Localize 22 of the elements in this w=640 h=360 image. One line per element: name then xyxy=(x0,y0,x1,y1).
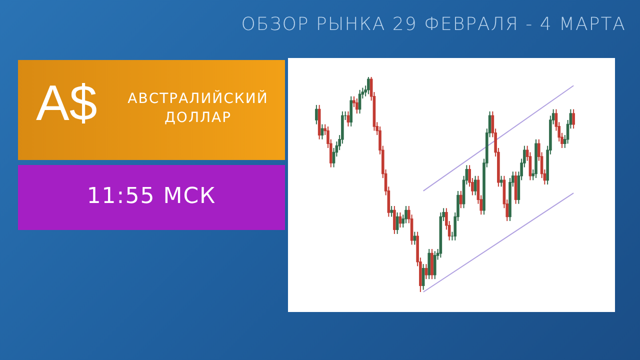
candlestick xyxy=(355,98,358,114)
candlestick xyxy=(350,96,353,127)
candlestick xyxy=(422,264,425,290)
candlestick xyxy=(433,250,436,280)
text: АВСТРАЛИЙСКИЙ ДОЛЛАР xyxy=(126,90,270,128)
candlestick xyxy=(500,175,503,188)
candlestick xyxy=(428,248,431,280)
text: 11:55 МСК xyxy=(86,184,218,209)
candlestick xyxy=(572,108,575,130)
candlestick xyxy=(367,76,370,95)
candlestick xyxy=(404,206,408,224)
candlestick xyxy=(459,190,462,209)
candlestick xyxy=(430,248,434,280)
candlestick xyxy=(393,206,396,234)
candlestick xyxy=(390,206,393,218)
candlestick xyxy=(315,104,318,125)
candlestick xyxy=(320,124,324,140)
candlestick xyxy=(514,171,518,204)
candlestick xyxy=(413,231,416,246)
text: A$ xyxy=(36,74,98,132)
chart-title: ОБЗОР РЫНКА 29 ФЕВРАЛЯ - 4 МАРТА xyxy=(240,14,626,35)
candlestick xyxy=(474,175,477,196)
